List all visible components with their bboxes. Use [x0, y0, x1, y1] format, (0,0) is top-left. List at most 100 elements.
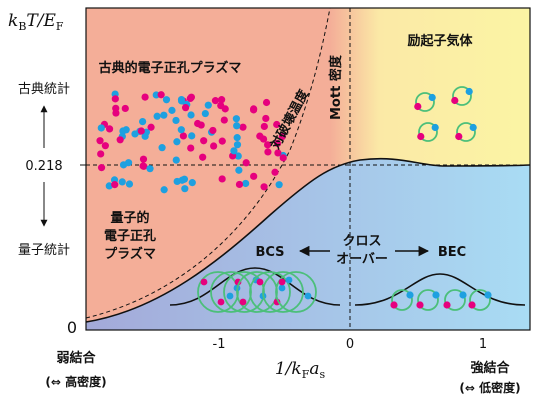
particle [230, 147, 237, 154]
particle [250, 173, 257, 180]
particle [432, 124, 439, 131]
region-label: BCS [255, 245, 284, 260]
particle [263, 99, 270, 106]
particle [484, 291, 491, 298]
particle [205, 102, 212, 109]
particle [163, 96, 170, 103]
particle [189, 179, 196, 186]
particle [264, 148, 271, 155]
particle [187, 144, 194, 151]
region-label: 電子正孔 [104, 229, 156, 244]
particle [161, 186, 168, 193]
plot [86, 8, 530, 330]
y-label-part: F [56, 20, 64, 33]
particle [212, 97, 219, 104]
particle [417, 133, 424, 140]
x-note: 弱結合 [56, 350, 96, 366]
particle [194, 120, 201, 127]
region-label: BEC [438, 245, 466, 260]
particle [451, 97, 458, 104]
particle [279, 279, 286, 286]
particle [210, 142, 217, 149]
region-label: Mott 密度 [328, 54, 344, 120]
particle [219, 175, 226, 182]
particle [256, 133, 263, 140]
particle [173, 138, 180, 145]
y-label-part: B [18, 20, 26, 33]
region-label: クロス [342, 234, 381, 249]
particle [429, 94, 436, 101]
particle [160, 112, 167, 119]
particle [117, 136, 124, 143]
particle [242, 180, 249, 187]
particle [178, 126, 185, 133]
particle [261, 123, 268, 130]
particle [200, 137, 207, 144]
diagram: kBT/EF 古典統計 0.218 量子統計 0 -1 0 1 1/kFas 弱… [0, 0, 535, 402]
particle [218, 299, 225, 306]
particle [119, 178, 126, 185]
particle [455, 133, 462, 140]
particle [443, 301, 450, 308]
x-label-part: 1/k [275, 359, 302, 379]
particle [219, 138, 226, 145]
particle [257, 279, 264, 286]
particle [235, 167, 242, 174]
particle [126, 180, 133, 187]
particle [158, 91, 165, 98]
region-label: 古典的電子正孔プラズマ [99, 60, 242, 76]
particle [139, 118, 146, 125]
particle [172, 117, 179, 124]
x-label-part: s [319, 368, 325, 381]
particle [182, 104, 189, 111]
particle [187, 95, 194, 102]
particle [406, 291, 413, 298]
particle [181, 185, 188, 192]
particle [390, 301, 397, 308]
particle [146, 165, 153, 172]
particle [240, 299, 247, 306]
particle [122, 105, 129, 112]
particle [111, 181, 118, 188]
particle [243, 159, 250, 166]
particle [468, 301, 475, 308]
particle [470, 124, 477, 131]
y-label-part: k [8, 11, 18, 31]
particle [236, 181, 243, 188]
particle [305, 293, 312, 300]
particle [459, 291, 466, 298]
particle [188, 132, 195, 139]
particle [120, 161, 127, 168]
particle [158, 144, 165, 151]
particle [250, 106, 257, 113]
region-label: 励起子気体 [407, 33, 473, 49]
particle [432, 291, 439, 298]
particle [222, 105, 229, 112]
y-label-part: T/E [26, 11, 56, 31]
particle [414, 103, 421, 110]
x-axis-label: 1/kFas [275, 359, 326, 381]
particle [139, 162, 146, 169]
particle [466, 88, 473, 95]
particle [276, 181, 283, 188]
particle [154, 113, 161, 120]
particle [187, 111, 194, 118]
region-label: 量子的 [110, 210, 149, 226]
particle [233, 115, 240, 122]
particle [174, 178, 181, 185]
x-tick-label: 1 [479, 337, 487, 352]
particle [97, 150, 104, 157]
particle [138, 127, 145, 134]
particle [227, 293, 234, 300]
particle [262, 115, 269, 122]
particle [271, 169, 278, 176]
y-axis-label: kBT/EF [8, 11, 64, 33]
particle [286, 277, 293, 284]
particle [209, 127, 216, 134]
particle [202, 110, 209, 117]
particle [234, 141, 241, 148]
particle [178, 96, 185, 103]
particle [96, 137, 103, 144]
x-note: (⇔ 低密度) [459, 380, 520, 395]
region-label: オーバー [336, 252, 388, 267]
